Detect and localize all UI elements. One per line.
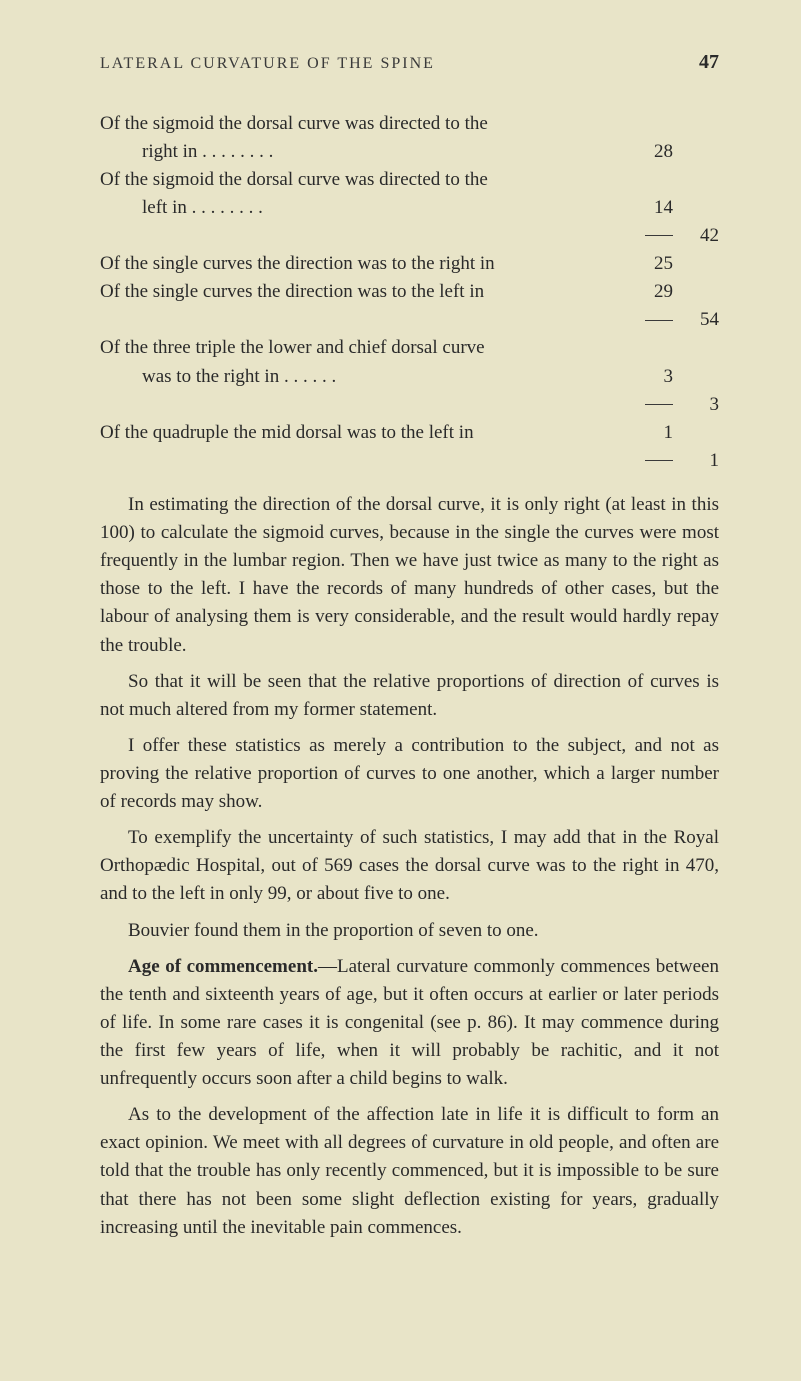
body-paragraph: I offer these statistics as merely a con… <box>100 732 719 816</box>
running-head: LATERAL CURVATURE OF THE SPINE <box>100 52 435 76</box>
stat-line: Of the sigmoid the dorsal curve was dire… <box>100 110 627 138</box>
rule-icon <box>645 235 673 236</box>
stat-total: 1 <box>673 447 719 475</box>
body-paragraph: In estimating the direction of the dorsa… <box>100 491 719 660</box>
body-paragraph: Bouvier found them in the proportion of … <box>100 917 719 945</box>
stat-total: 54 <box>673 306 719 334</box>
body-paragraph: As to the development of the affection l… <box>100 1101 719 1242</box>
stat-value: 28 <box>627 138 673 166</box>
paragraph-heading: Age of commencement. <box>128 956 318 977</box>
rule-icon <box>645 404 673 405</box>
stat-line: left in . . . . . . . . <box>100 194 627 222</box>
stat-value: 3 <box>627 363 673 391</box>
stat-line: Of the sigmoid the dorsal curve was dire… <box>100 166 627 194</box>
stat-line: Of the single curves the direction was t… <box>100 278 627 306</box>
stats-block: Of the sigmoid the dorsal curve was dire… <box>100 110 719 475</box>
body-paragraph: Age of commencement.—Lateral curvature c… <box>100 953 719 1094</box>
stat-line: Of the quadruple the mid dorsal was to t… <box>100 419 627 447</box>
stat-value: 14 <box>627 194 673 222</box>
stat-total: 3 <box>673 391 719 419</box>
rule-icon <box>645 460 673 461</box>
stat-value: 25 <box>627 250 673 278</box>
stat-total: 42 <box>673 222 719 250</box>
stat-line: Of the single curves the direction was t… <box>100 250 627 278</box>
body-paragraph: To exemplify the uncertainty of such sta… <box>100 824 719 908</box>
stat-value: 29 <box>627 278 673 306</box>
page-header: LATERAL CURVATURE OF THE SPINE 47 <box>100 48 719 78</box>
body-paragraph: So that it will be seen that the relativ… <box>100 668 719 724</box>
rule-icon <box>645 320 673 321</box>
page-number: 47 <box>699 48 719 78</box>
stat-line: was to the right in . . . . . . <box>100 363 627 391</box>
stat-line: right in . . . . . . . . <box>100 138 627 166</box>
stat-line: Of the three triple the lower and chief … <box>100 334 627 362</box>
stat-value: 1 <box>627 419 673 447</box>
